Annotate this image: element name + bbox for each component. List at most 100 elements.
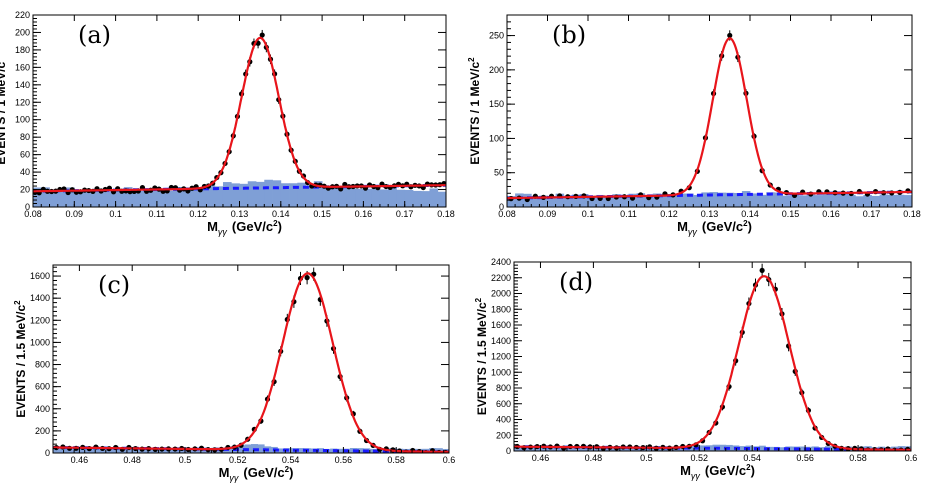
x-tick-label: 0.08 — [498, 209, 516, 219]
histogram-bin — [790, 194, 799, 207]
x-tick-label: 0.09 — [66, 209, 84, 219]
histogram-bin — [206, 183, 216, 207]
histogram-bin — [214, 186, 224, 207]
y-tick-label: 0 — [45, 448, 50, 458]
histogram-bin — [644, 195, 654, 207]
plot-frame — [52, 264, 450, 454]
x-axis-label-sub: γγ — [229, 473, 239, 483]
histogram-bin — [839, 193, 848, 207]
y-axis-label-sup: 2 — [13, 300, 22, 305]
y-tick-label: 0 — [499, 202, 504, 212]
histogram-bin — [660, 194, 670, 207]
panel-label: (d) — [559, 268, 593, 296]
histogram-bin — [363, 188, 373, 207]
x-axis-label-close: ) — [289, 465, 293, 480]
x-tick-label: 0.48 — [585, 453, 603, 463]
x-tick-label: 0.58 — [387, 455, 405, 465]
histogram-bin — [725, 192, 735, 207]
histogram-bin — [709, 192, 718, 207]
histogram-bin — [636, 193, 646, 207]
y-axis-label: EVENTS / 1.5 MeV/c2 — [474, 297, 489, 415]
total-fit-line — [53, 272, 449, 453]
x-axis-label-units: (GeV/c — [702, 219, 743, 234]
histogram-bin — [165, 190, 174, 207]
x-tick-label: 0.15 — [313, 209, 331, 219]
histogram-bin — [719, 444, 727, 451]
total-fit-line — [33, 36, 446, 193]
y-tick-label: 150 — [489, 99, 504, 109]
histogram-bin — [148, 189, 158, 207]
histogram-bin — [903, 195, 912, 207]
x-tick-label: 0.15 — [782, 209, 800, 219]
histogram-bin — [125, 448, 133, 453]
y-axis-label-text: EVENTS / 1.5 MeV/c — [475, 302, 489, 415]
x-tick-label: 0.18 — [903, 209, 921, 219]
histogram-bin — [115, 191, 125, 207]
y-tick-label: 2200 — [491, 273, 511, 283]
histogram-bin — [782, 195, 791, 207]
histogram-bin — [871, 195, 880, 207]
histogram-bin — [231, 183, 240, 207]
histogram-bin — [336, 448, 344, 453]
y-tick-label: 800 — [496, 383, 511, 393]
y-tick-label: 800 — [35, 360, 50, 370]
y-tick-label: 120 — [15, 97, 30, 107]
y-tick-label: 200 — [35, 426, 50, 436]
histogram-bin — [92, 449, 100, 453]
y-axis-label-text: EVENTS / 1 MeV/c — [0, 62, 8, 165]
y-tick-label: 600 — [35, 382, 50, 392]
histogram-bin — [879, 194, 889, 207]
y-tick-label: 1600 — [491, 320, 511, 330]
x-tick-label: 0.09 — [539, 209, 557, 219]
histogram-bin — [297, 448, 305, 453]
y-tick-label: 1200 — [30, 315, 50, 325]
histogram-bin — [33, 187, 42, 207]
data-point — [259, 32, 265, 38]
histogram-bin — [555, 193, 565, 207]
histogram-bin — [388, 187, 397, 207]
panel-label: (a) — [78, 21, 111, 49]
x-axis-label-units-sup: 2 — [273, 219, 278, 228]
x-axis-label: Mγγ (GeV/c2) — [207, 219, 282, 237]
histogram-bin — [49, 191, 59, 207]
panel-d: 0.46 0.48 0.5 0.52 0.54 0.56 0.58 0.6 0 200 400 600… — [474, 257, 917, 481]
histogram-bin — [355, 188, 364, 207]
histogram-bin — [831, 194, 840, 207]
y-tick-label: 600 — [496, 399, 511, 409]
x-tick-label: 0.16 — [822, 209, 840, 219]
y-tick-label: 220 — [15, 10, 30, 20]
x-axis-label: Mγγ (GeV/c2) — [680, 463, 755, 481]
x-tick-label: 0.13 — [231, 209, 249, 219]
y-tick-label: 2000 — [491, 289, 511, 299]
x-tick-label: 0.1 — [582, 209, 595, 219]
histogram-bin — [887, 194, 897, 207]
histogram-bin — [539, 195, 548, 207]
x-axis-label-main: M — [680, 463, 691, 478]
x-axis-label-close: ) — [278, 219, 282, 234]
x-axis-label-units: (GeV/c — [243, 465, 284, 480]
y-tick-label: 1600 — [30, 271, 50, 281]
histogram-bin — [604, 195, 613, 207]
y-axis-label-text: EVENTS / 1.5 MeV/c — [14, 305, 28, 418]
x-axis-label-sub: γγ — [688, 227, 698, 237]
histogram-bin — [322, 185, 331, 207]
histogram-bin — [82, 190, 92, 207]
y-tick-label: 140 — [15, 80, 30, 90]
histogram-bin — [863, 195, 872, 207]
x-tick-label: 0.58 — [849, 453, 867, 463]
histogram-bin — [247, 181, 257, 207]
histogram-bin — [356, 448, 364, 453]
y-tick-label: 1400 — [491, 336, 511, 346]
y-tick-label: 1800 — [491, 304, 511, 314]
y-tick-label: 60 — [20, 150, 30, 160]
y-tick-label: 180 — [15, 45, 30, 55]
histogram-bin — [99, 188, 108, 207]
histogram-bin — [701, 192, 710, 207]
histogram-bin — [313, 181, 323, 207]
histogram-bin — [338, 185, 348, 207]
histogram-bin — [173, 186, 183, 207]
histogram-bin — [74, 191, 83, 207]
histogram-bin — [222, 182, 232, 207]
histogram-bin — [305, 185, 315, 207]
panel-label: (b) — [552, 21, 586, 49]
